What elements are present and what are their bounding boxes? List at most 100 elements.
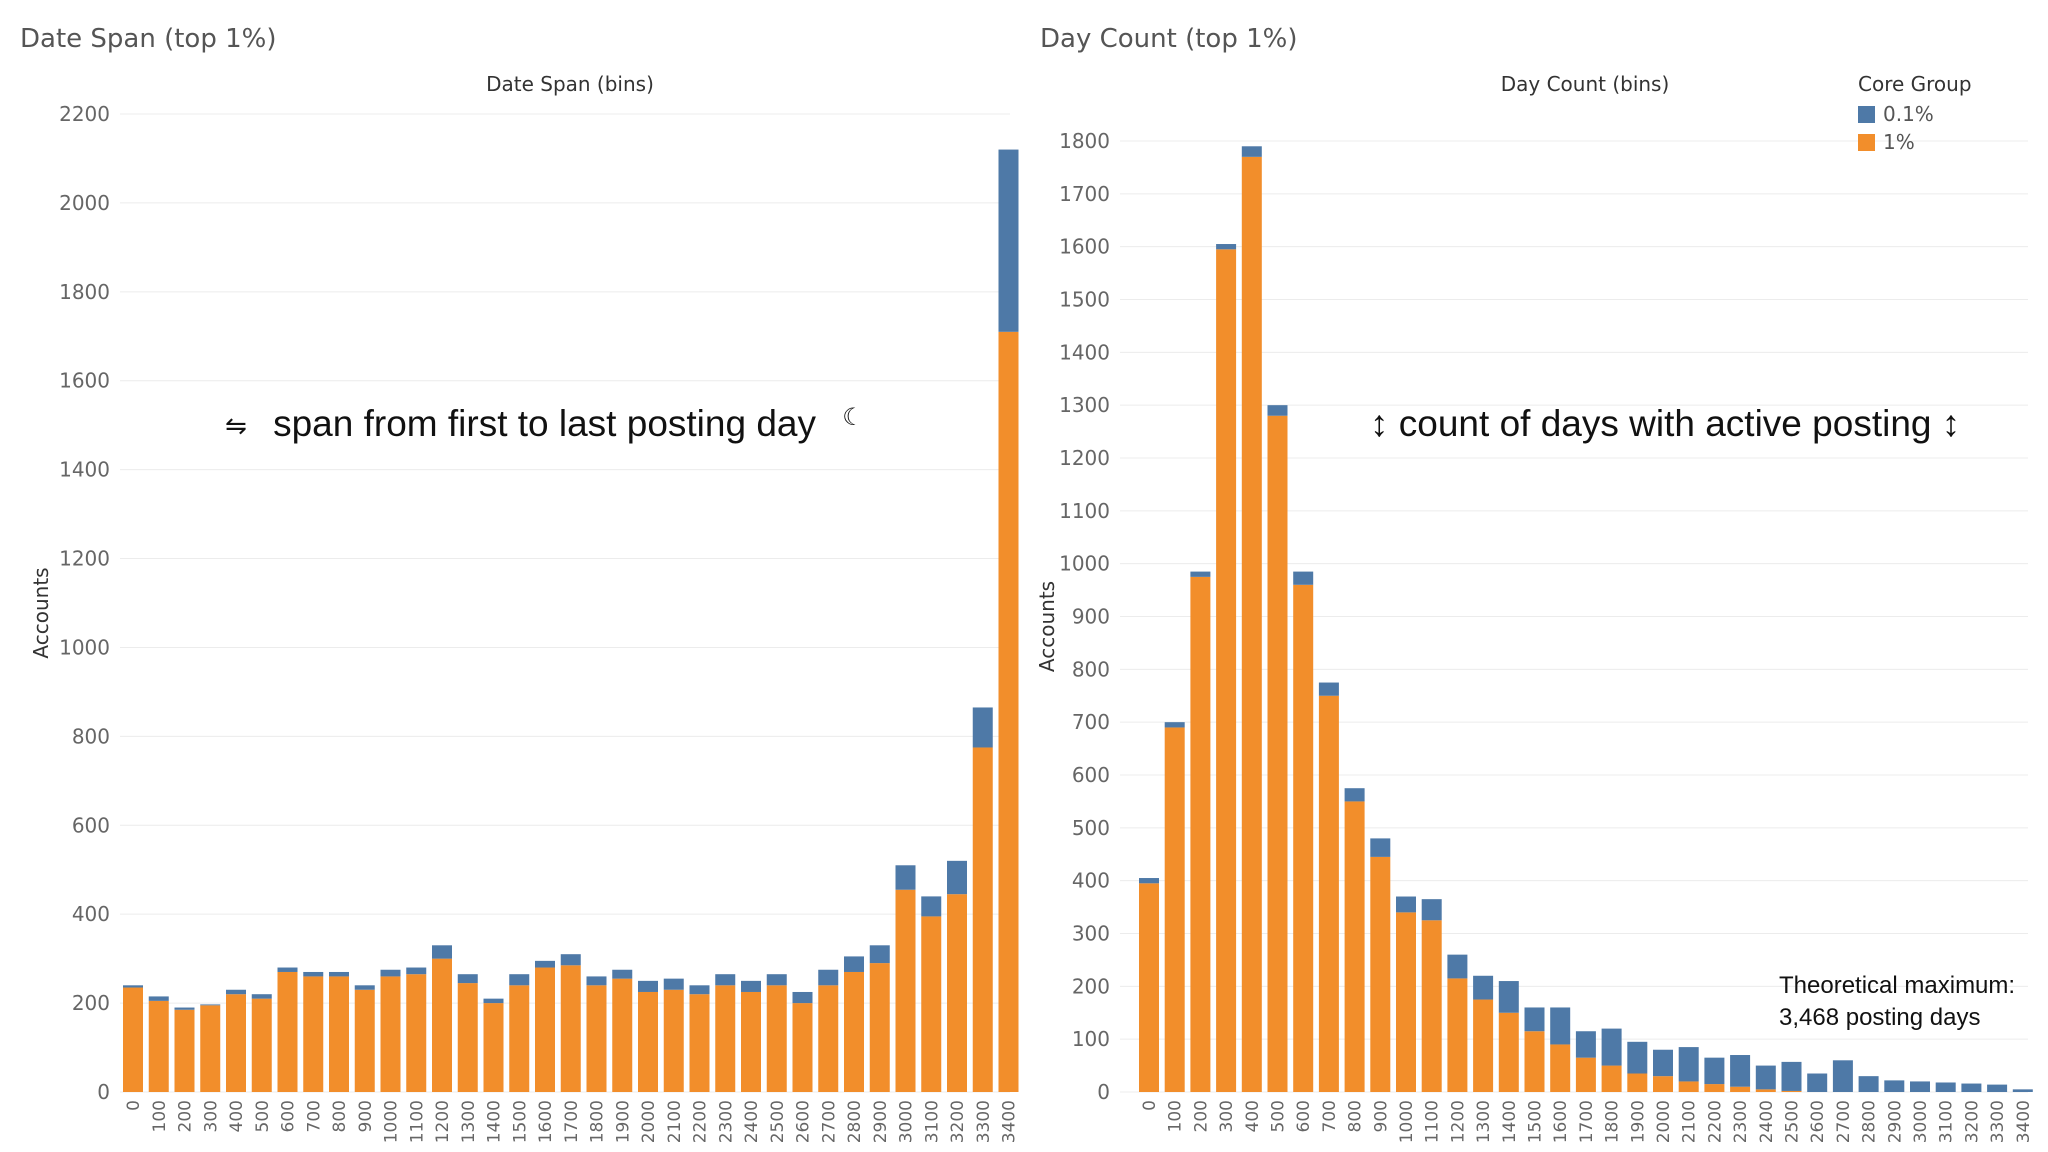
right-bar-core-0-1pct — [1832, 1060, 1853, 1092]
left-y-tick-label: 800 — [72, 724, 110, 748]
left-bar-core-0-1pct — [818, 969, 839, 986]
left-x-tick-label: 500 — [253, 1100, 273, 1132]
left-bar-core-0-1pct — [792, 991, 813, 1004]
left-bar-core-0-1pct — [277, 967, 298, 972]
left-y-tick-label: 1800 — [59, 280, 110, 304]
right-x-tick-label: 2200 — [1705, 1100, 1725, 1143]
right-bar-core-1pct — [1267, 415, 1288, 1092]
right-x-tick-label: 1200 — [1448, 1100, 1468, 1143]
left-bar-core-0-1pct — [535, 960, 555, 968]
right-bar-core-0-1pct — [1318, 682, 1339, 696]
left-x-tick-label: 700 — [304, 1100, 324, 1132]
right-bar-core-0-1pct — [1267, 405, 1288, 416]
left-bar-core-1pct — [663, 989, 684, 1092]
left-bar-core-0-1pct — [123, 985, 143, 988]
right-bar-core-0-1pct — [1139, 878, 1159, 884]
right-bar-core-1pct — [1318, 695, 1339, 1092]
left-bar-core-1pct — [432, 958, 452, 1092]
left-bar-core-0-1pct — [844, 956, 864, 972]
right-y-tick-label: 700 — [1072, 710, 1110, 734]
right-y-tick-label: 300 — [1072, 922, 1110, 946]
right-bar-core-1pct — [1139, 883, 1159, 1092]
right-x-tick-label: 3400 — [2014, 1100, 2034, 1143]
left-y-tick-label: 400 — [72, 902, 110, 926]
left-x-tick-label: 3200 — [948, 1100, 968, 1143]
right-y-tick-label: 1200 — [1059, 446, 1110, 470]
right-bar-core-0-1pct — [1396, 896, 1416, 913]
up-down-arrow-icon: ↕ — [1370, 403, 1389, 444]
left-bar-core-1pct — [509, 985, 530, 1092]
left-panel-title: Date Span (top 1%) — [20, 24, 277, 54]
left-bar-core-0-1pct — [638, 980, 658, 992]
left-x-tick-label: 1400 — [485, 1100, 505, 1143]
left-y-tick-label: 2200 — [59, 102, 110, 126]
right-bar-core-0-1pct — [1498, 981, 1519, 1013]
left-bar-core-1pct — [457, 983, 478, 1092]
left-bar-core-1pct — [380, 976, 401, 1092]
right-x-tick-label: 3300 — [1988, 1100, 2008, 1143]
right-x-tick-label: 1300 — [1474, 1100, 1494, 1143]
left-y-tick-label: 600 — [72, 813, 110, 837]
left-bar-core-0-1pct — [329, 971, 349, 977]
right-bar-core-0-1pct — [1961, 1083, 1982, 1092]
right-bar-core-0-1pct — [1550, 1007, 1571, 1045]
right-bar-core-1pct — [1293, 584, 1314, 1092]
left-x-tick-label: 900 — [356, 1100, 376, 1132]
right-bar-core-1pct — [1421, 920, 1442, 1092]
right-bar-core-0-1pct — [1935, 1082, 1956, 1092]
left-bar-core-0-1pct — [741, 980, 761, 992]
left-x-tick-label: 2400 — [742, 1100, 762, 1143]
right-x-tick-label: 1600 — [1551, 1100, 1571, 1143]
right-bar-core-0-1pct — [1370, 838, 1391, 857]
left-bar-core-0-1pct — [380, 969, 401, 977]
left-x-tick-label: 2900 — [871, 1100, 891, 1143]
left-x-tick-label: 3100 — [922, 1100, 942, 1143]
left-bar-core-0-1pct — [406, 967, 427, 975]
right-bar-core-0-1pct — [1421, 899, 1442, 921]
left-x-tick-label: 2300 — [716, 1100, 736, 1143]
right-annotation: ↕ count of days with active posting ↕ — [1370, 403, 1960, 445]
left-bar-core-1pct — [406, 974, 427, 1092]
left-x-tick-label: 1600 — [536, 1100, 556, 1143]
left-bar-core-1pct — [895, 889, 916, 1092]
right-x-tick-label: 1400 — [1500, 1100, 1520, 1143]
left-bar-core-0-1pct — [483, 998, 504, 1004]
left-bar-core-1pct — [972, 747, 993, 1092]
right-x-tick-label: 2900 — [1885, 1100, 1905, 1143]
theoretical-maximum-note: Theoretical maximum: 3,468 posting days — [1779, 970, 2015, 1034]
left-x-tick-label: 2700 — [819, 1100, 839, 1143]
right-x-tick-label: 800 — [1346, 1100, 1366, 1132]
left-bar-core-0-1pct — [612, 969, 633, 979]
day-count-chart: 0100200300400500600700800900100011001200… — [1035, 72, 2034, 1143]
note-line-1: Theoretical maximum: — [1779, 972, 2016, 999]
right-bar-core-0-1pct — [1678, 1047, 1699, 1082]
right-bar-core-0-1pct — [1524, 1007, 1545, 1032]
right-x-tick-label: 600 — [1294, 1100, 1314, 1132]
left-bar-core-1pct — [998, 331, 1019, 1092]
right-bar-core-0-1pct — [1447, 954, 1468, 979]
right-chart-title: Day Count (bins) — [1501, 72, 1670, 96]
right-bar-core-0-1pct — [1910, 1081, 1930, 1092]
left-bar-core-0-1pct — [921, 896, 942, 917]
right-x-tick-label: 200 — [1191, 1100, 1211, 1132]
right-bar-core-1pct — [1164, 727, 1185, 1092]
legend-item-1[interactable]: 1% — [1858, 128, 1972, 156]
left-bar-core-0-1pct — [689, 985, 710, 995]
left-bar-core-1pct — [251, 998, 272, 1092]
left-bar-core-0-1pct — [869, 945, 890, 964]
right-bar-core-0-1pct — [1858, 1076, 1879, 1092]
left-y-tick-label: 1000 — [59, 635, 110, 659]
right-bar-core-1pct — [1344, 801, 1365, 1092]
left-chart-title: Date Span (bins) — [486, 72, 654, 96]
right-panel-title: Day Count (top 1%) — [1040, 24, 1298, 54]
legend-label-0-1: 0.1% — [1883, 102, 1934, 126]
left-bar-core-1pct — [921, 916, 942, 1092]
left-x-tick-label: 2000 — [639, 1100, 659, 1143]
right-y-tick-label: 200 — [1072, 974, 1110, 998]
left-x-tick-label: 1000 — [382, 1100, 402, 1143]
right-x-tick-label: 2300 — [1731, 1100, 1751, 1143]
left-bar-core-1pct — [792, 1003, 813, 1092]
legend-label-1: 1% — [1883, 130, 1915, 154]
right-bar-core-0-1pct — [1730, 1055, 1751, 1087]
legend-item-0-1[interactable]: 0.1% — [1858, 100, 1972, 128]
